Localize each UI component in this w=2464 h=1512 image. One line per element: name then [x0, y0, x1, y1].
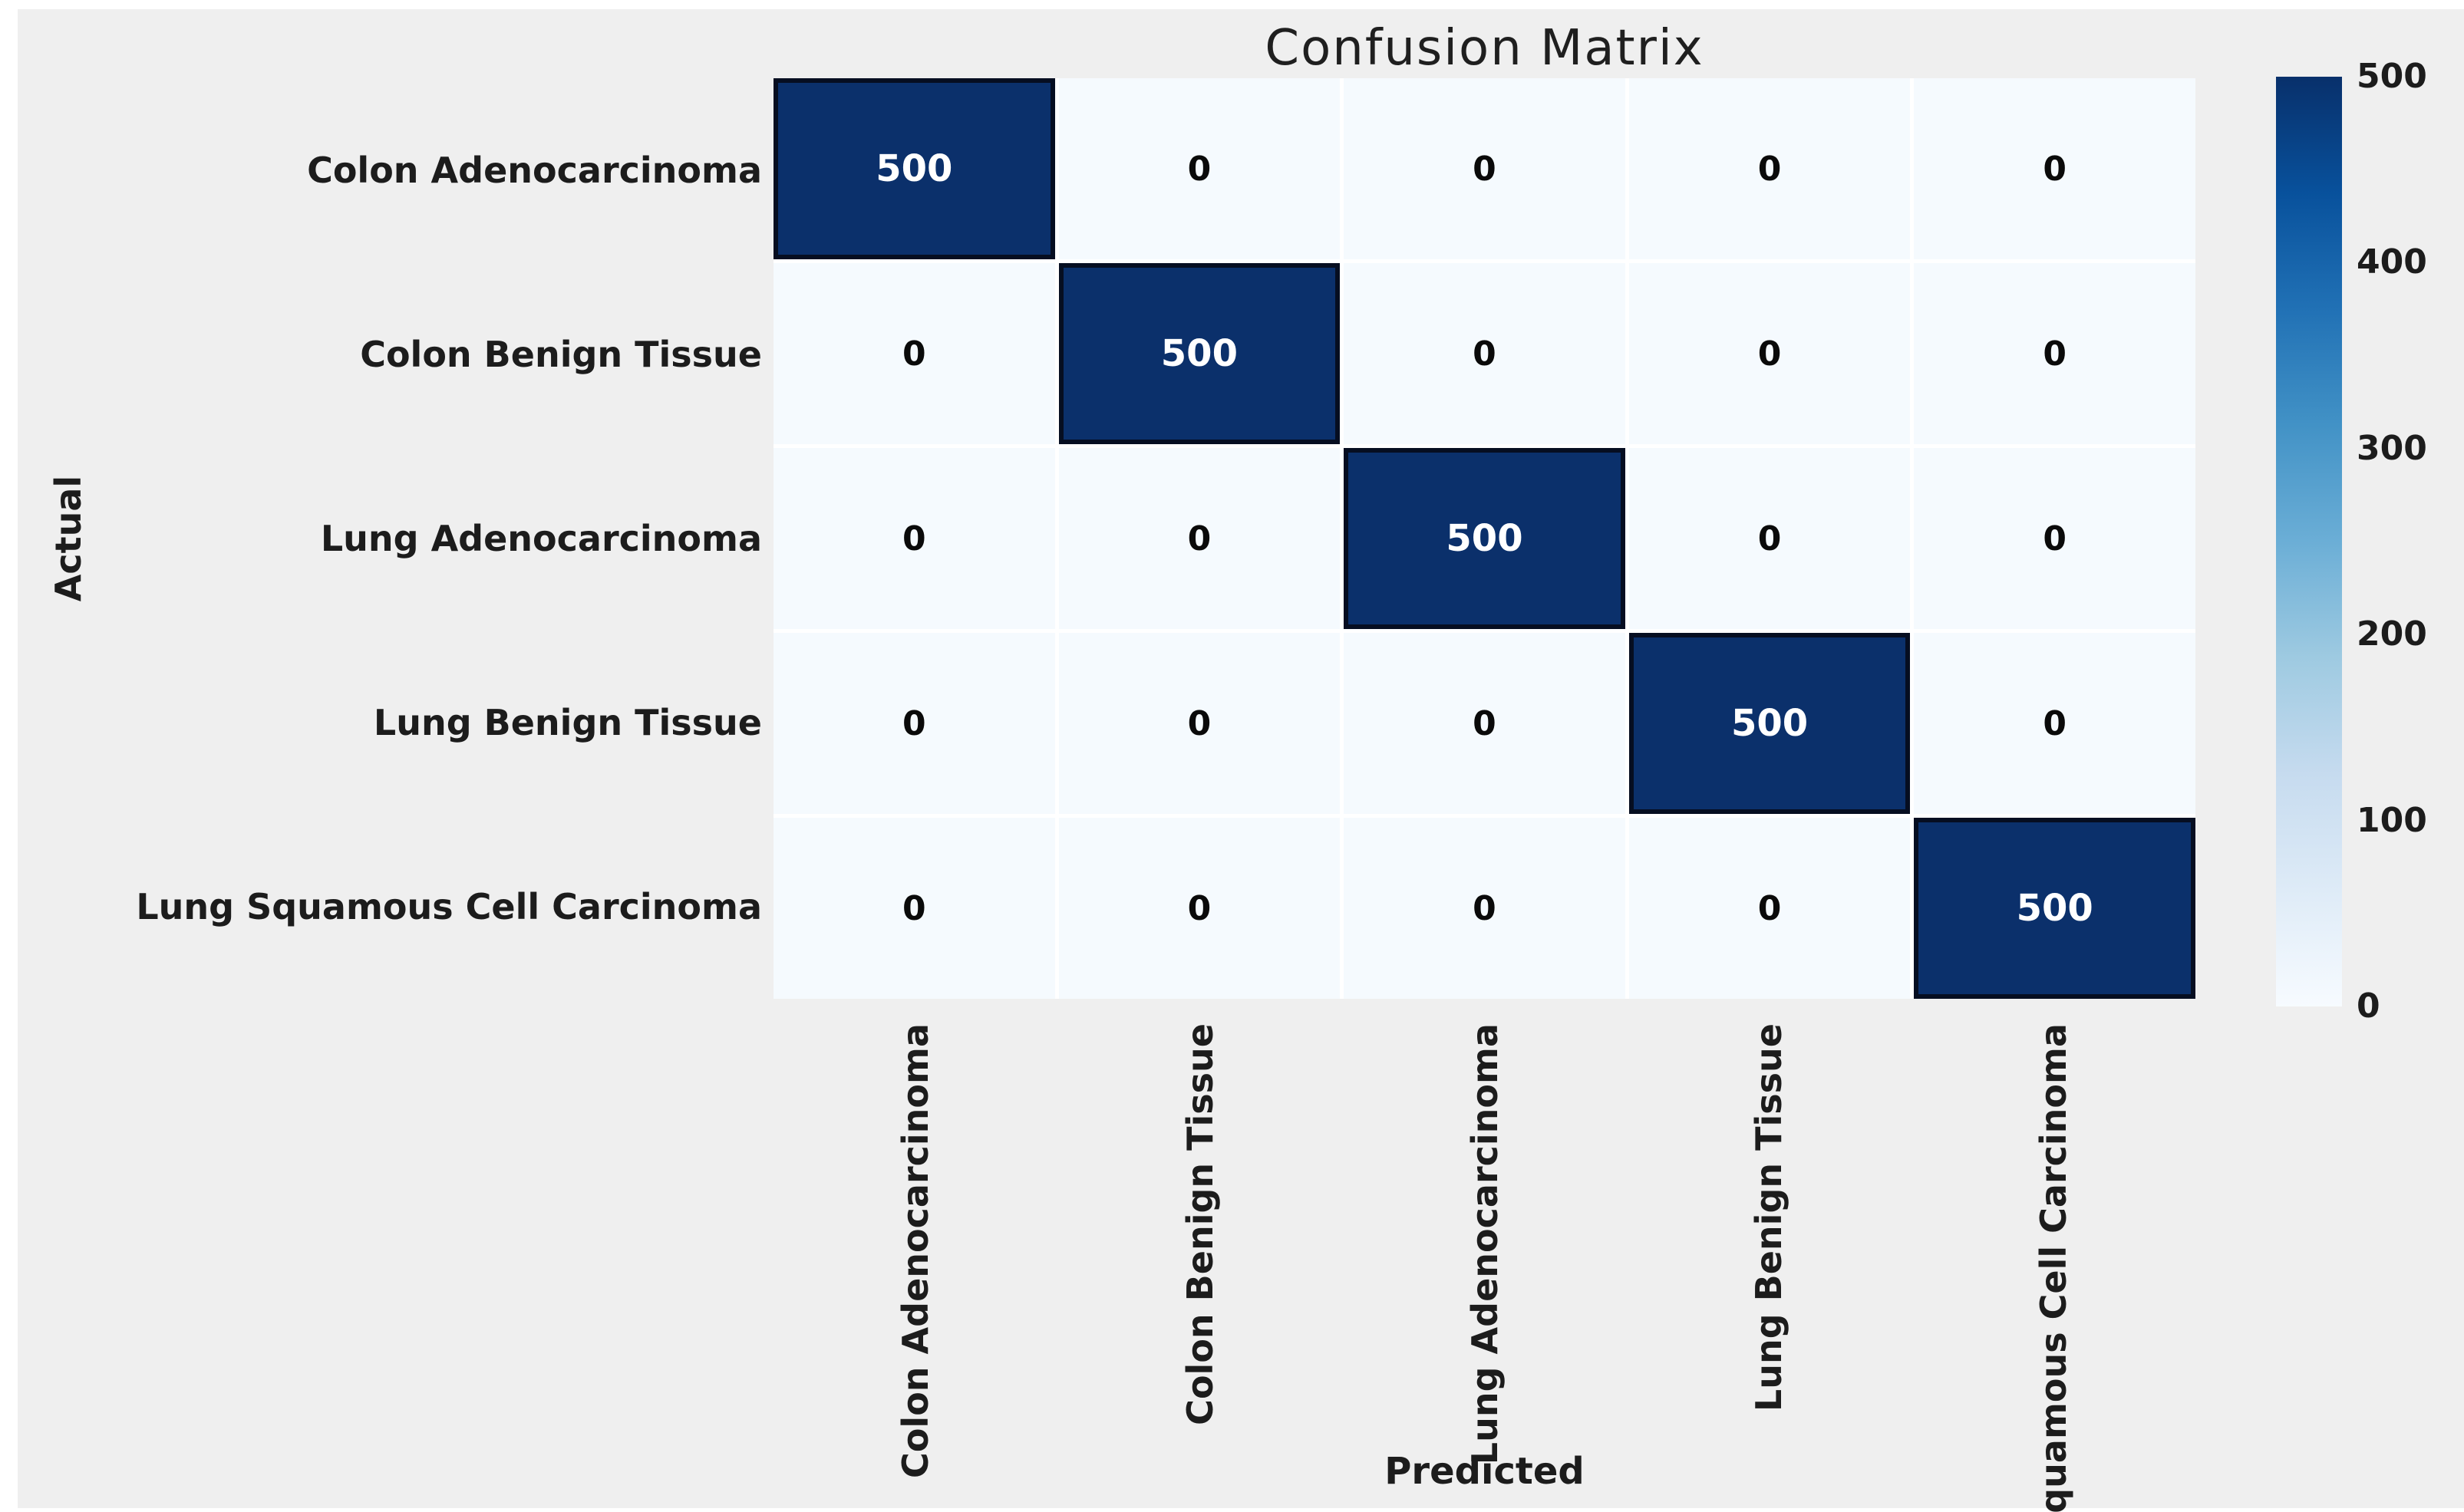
matrix-cell-r2c2: 500 [1344, 448, 1625, 629]
matrix-cell-r4c1: 0 [1058, 818, 1341, 999]
x-tick-4: Lung Squamous Cell Carcinoma [2032, 1023, 2074, 1512]
matrix-cell-r4c4: 500 [1914, 818, 2195, 999]
y-tick-0: Colon Adenocarcinoma [307, 150, 762, 191]
matrix-cell-r3c1: 0 [1058, 633, 1341, 814]
x-tick-0: Colon Adenocarcinoma [895, 1023, 937, 1478]
colorbar-tick-300: 300 [2357, 428, 2427, 468]
matrix-cell-r3c0: 0 [774, 633, 1055, 814]
x-tick-1: Colon Benign Tissue [1179, 1023, 1221, 1425]
matrix-cell-r1c0: 0 [774, 263, 1055, 444]
colorbar-gradient [2276, 77, 2342, 1006]
matrix-cell-r0c3: 0 [1628, 78, 1911, 259]
matrix-cell-r3c3: 500 [1628, 633, 1911, 814]
matrix-cell-r1c4: 0 [1914, 263, 2195, 444]
matrix-cell-r0c0: 500 [774, 78, 1055, 259]
y-tick-1: Colon Benign Tissue [360, 334, 762, 375]
y-axis-title: Actual [48, 475, 89, 602]
x-tick-2: Lung Adenocarcinoma [1463, 1023, 1506, 1465]
matrix-cell-r4c3: 0 [1628, 818, 1911, 999]
confusion-matrix-grid: 500 0 0 0 0 0 500 0 0 0 0 0 500 0 0 0 0 0 500 0 0 0 0 0 500 [774, 78, 2195, 999]
colorbar-tick-0: 0 [2357, 987, 2380, 1026]
y-tick-3: Lung Benign Tissue [373, 702, 762, 743]
matrix-cell-r2c3: 0 [1628, 448, 1911, 629]
colorbar-tick-500: 500 [2357, 57, 2427, 96]
matrix-cell-r4c0: 0 [774, 818, 1055, 999]
matrix-cell-r1c1: 500 [1058, 263, 1341, 444]
matrix-cell-r2c0: 0 [774, 448, 1055, 629]
chart-title: Confusion Matrix [1265, 20, 1704, 77]
matrix-cell-r2c4: 0 [1914, 448, 2195, 629]
matrix-cell-r1c2: 0 [1344, 263, 1625, 444]
matrix-cell-r3c2: 0 [1344, 633, 1625, 814]
colorbar-tick-100: 100 [2357, 800, 2427, 840]
x-tick-3: Lung Benign Tissue [1748, 1023, 1790, 1412]
colorbar-tick-200: 200 [2357, 614, 2427, 654]
matrix-cell-r0c4: 0 [1914, 78, 2195, 259]
matrix-cell-r3c4: 0 [1914, 633, 2195, 814]
matrix-cell-r0c1: 0 [1058, 78, 1341, 259]
matrix-cell-r2c1: 0 [1058, 448, 1341, 629]
colorbar-tick-400: 400 [2357, 242, 2427, 282]
figure-background: Confusion Matrix 500 0 0 0 0 0 500 0 0 0 0 0 500 0 0 0 0… [18, 9, 2464, 1512]
matrix-cell-r1c3: 0 [1628, 263, 1911, 444]
matrix-cell-r4c2: 0 [1344, 818, 1625, 999]
matrix-cell-r0c2: 0 [1344, 78, 1625, 259]
x-axis-title: Predicted [1384, 1450, 1585, 1493]
y-tick-2: Lung Adenocarcinoma [320, 518, 762, 559]
y-tick-4: Lung Squamous Cell Carcinoma [136, 886, 762, 927]
